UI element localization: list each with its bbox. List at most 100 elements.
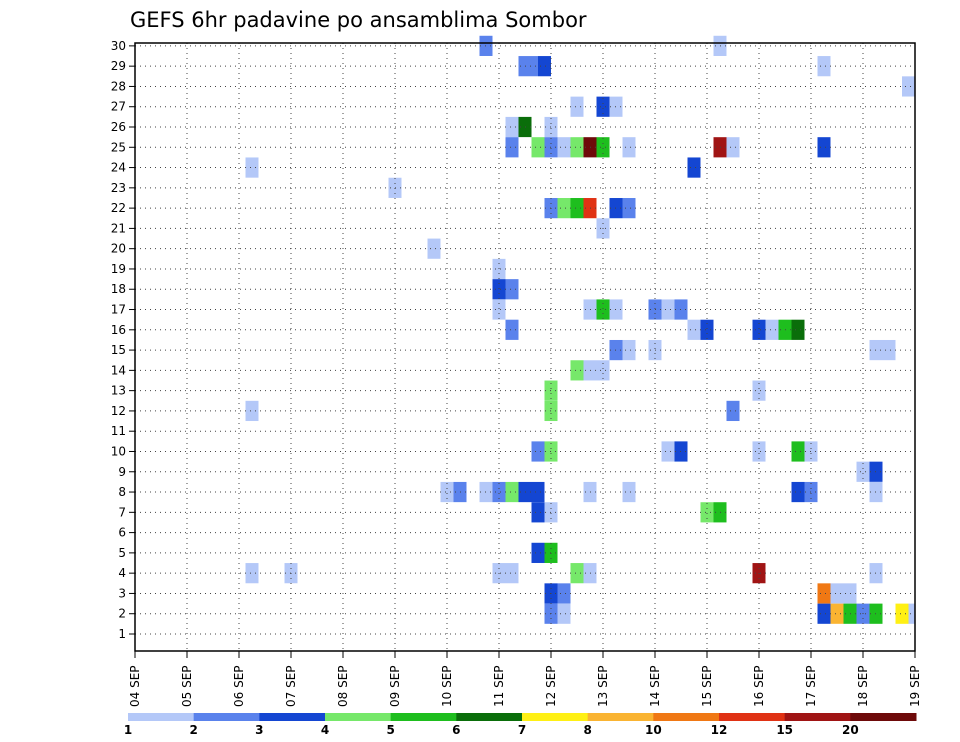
data-cell bbox=[791, 481, 805, 503]
y-tick-label: 18 bbox=[111, 282, 126, 296]
data-cell bbox=[245, 563, 259, 584]
colorbar-segment bbox=[719, 713, 786, 721]
y-tick-label: 24 bbox=[111, 161, 126, 175]
y-tick-label: 8 bbox=[118, 485, 126, 499]
x-tick-label: 19 SEP bbox=[908, 665, 922, 707]
colorbar-label: 10 bbox=[645, 723, 662, 737]
data-cell bbox=[492, 481, 506, 503]
colorbar-label: 20 bbox=[842, 723, 859, 737]
colorbar-segment bbox=[587, 713, 654, 721]
data-cell bbox=[518, 481, 545, 503]
data-cell bbox=[583, 360, 610, 381]
x-tick-label: 10 SEP bbox=[440, 665, 454, 707]
data-cell bbox=[245, 157, 259, 178]
colorbar-label: 1 bbox=[124, 723, 132, 737]
data-cell bbox=[726, 137, 740, 158]
data-cell bbox=[856, 461, 870, 482]
y-tick-label: 27 bbox=[111, 100, 126, 114]
data-cell bbox=[557, 137, 571, 158]
y-tick-label: 9 bbox=[118, 465, 126, 479]
colorbar-label: 6 bbox=[452, 723, 460, 737]
data-cell bbox=[817, 583, 831, 604]
y-axis: 1234567891011121314151617181920212223242… bbox=[111, 39, 135, 641]
data-cell bbox=[596, 137, 610, 158]
x-tick-label: 17 SEP bbox=[804, 665, 818, 707]
data-cell bbox=[245, 400, 259, 422]
x-tick-label: 15 SEP bbox=[700, 665, 714, 707]
data-cell bbox=[908, 603, 915, 624]
data-cell bbox=[518, 56, 538, 77]
data-cell bbox=[622, 137, 636, 158]
y-tick-label: 25 bbox=[111, 140, 126, 154]
data-cell bbox=[557, 198, 571, 219]
x-tick-label: 14 SEP bbox=[648, 665, 662, 707]
data-cell bbox=[661, 441, 675, 462]
x-tick-label: 06 SEP bbox=[232, 665, 246, 707]
y-tick-label: 20 bbox=[111, 242, 126, 256]
data-cell bbox=[570, 198, 584, 219]
x-tick-label: 04 SEP bbox=[128, 665, 142, 707]
x-tick-label: 07 SEP bbox=[284, 665, 298, 707]
data-cell bbox=[505, 137, 519, 158]
colorbar-label: 15 bbox=[776, 723, 793, 737]
y-tick-label: 23 bbox=[111, 181, 126, 195]
data-cell bbox=[726, 400, 740, 422]
data-cell bbox=[902, 76, 915, 97]
y-tick-label: 6 bbox=[118, 526, 126, 540]
data-cell bbox=[791, 441, 805, 462]
data-cell bbox=[538, 56, 551, 77]
colorbar-segment bbox=[325, 713, 392, 721]
y-tick-label: 16 bbox=[111, 323, 126, 337]
colorbar: 1 2 3 4 5 6 7 8 10 12 15 20 bbox=[124, 713, 917, 737]
data-cell bbox=[505, 279, 519, 300]
y-tick-label: 7 bbox=[118, 505, 126, 519]
data-cell bbox=[817, 137, 831, 158]
colorbar-segment bbox=[193, 713, 260, 721]
data-cell bbox=[622, 481, 636, 503]
data-cell bbox=[869, 339, 896, 361]
colorbar-label: 4 bbox=[321, 723, 329, 737]
data-cell bbox=[687, 319, 701, 340]
data-cell bbox=[557, 583, 571, 604]
x-tick-label: 05 SEP bbox=[180, 665, 194, 707]
x-tick-label: 18 SEP bbox=[856, 665, 870, 707]
y-tick-label: 17 bbox=[111, 303, 126, 317]
data-cell bbox=[570, 137, 584, 158]
data-cell bbox=[700, 319, 714, 340]
data-cell bbox=[596, 299, 610, 320]
y-tick-label: 19 bbox=[111, 262, 126, 276]
y-tick-label: 14 bbox=[111, 363, 126, 377]
data-cell bbox=[505, 481, 519, 503]
data-cell bbox=[440, 481, 454, 503]
data-cell bbox=[752, 319, 766, 340]
y-tick-label: 1 bbox=[118, 627, 126, 641]
data-cell bbox=[505, 116, 519, 138]
y-tick-label: 4 bbox=[118, 566, 126, 580]
data-cell bbox=[830, 583, 857, 604]
data-cell bbox=[492, 279, 506, 300]
y-tick-label: 15 bbox=[111, 343, 126, 357]
colorbar-label: 8 bbox=[583, 723, 591, 737]
colorbar-segment bbox=[259, 713, 326, 721]
data-cell bbox=[752, 441, 766, 462]
data-cell bbox=[791, 319, 805, 340]
data-cell bbox=[427, 238, 441, 259]
colorbar-label: 7 bbox=[518, 723, 526, 737]
data-cell bbox=[531, 502, 545, 523]
colorbar-segment bbox=[128, 713, 195, 721]
x-tick-label: 16 SEP bbox=[752, 665, 766, 707]
data-cell bbox=[895, 603, 909, 624]
x-axis: 04 SEP 05 SEP 06 SEP 07 SEP 08 SEP 09 SEP 10 S… bbox=[128, 651, 922, 707]
data-cell bbox=[830, 603, 844, 624]
data-cell bbox=[492, 299, 506, 320]
data-cell bbox=[752, 380, 766, 401]
data-cell bbox=[622, 339, 636, 361]
data-cell bbox=[765, 319, 779, 340]
data-cell bbox=[531, 441, 545, 462]
x-tick-label: 12 SEP bbox=[544, 665, 558, 707]
data-cell bbox=[531, 542, 545, 563]
colorbar-segment bbox=[653, 713, 720, 721]
data-cell bbox=[622, 198, 636, 219]
colorbar-label: 2 bbox=[189, 723, 197, 737]
